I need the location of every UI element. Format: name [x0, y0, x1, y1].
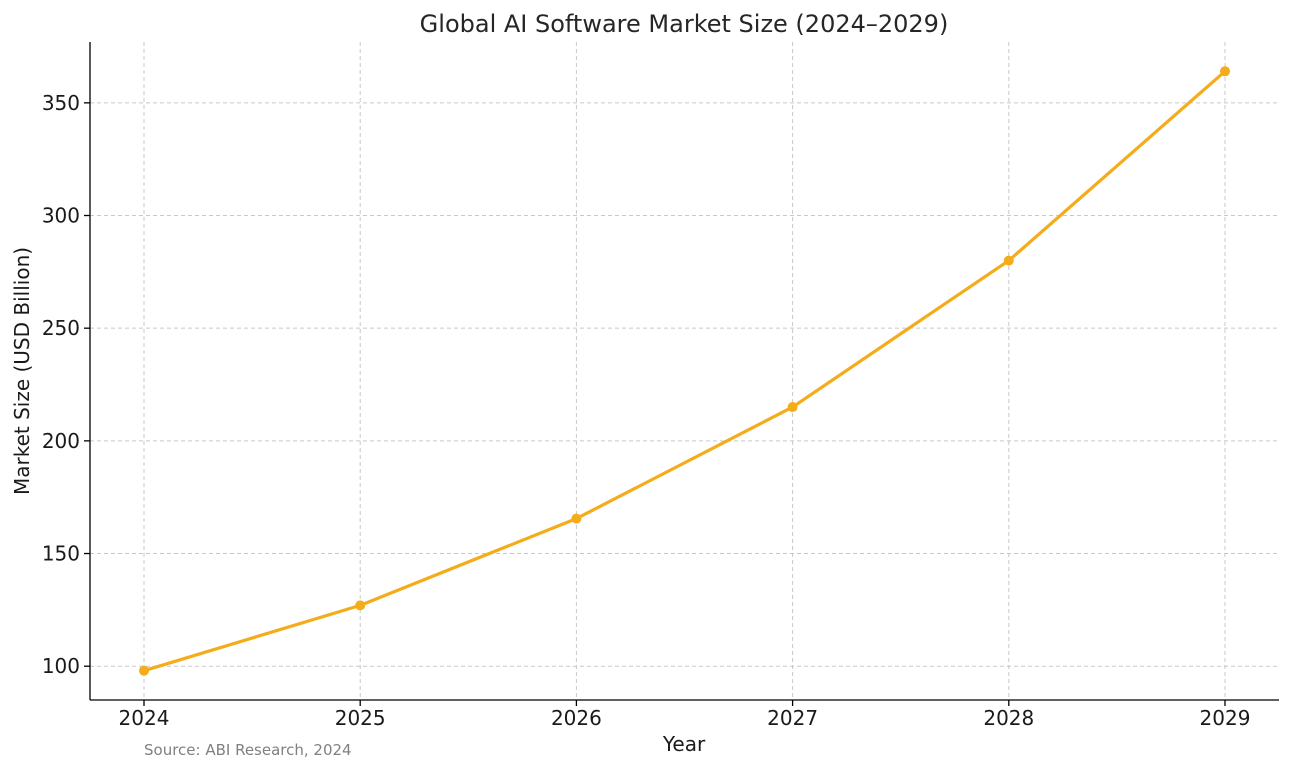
y-tick-label: 100	[42, 654, 80, 678]
source-note: Source: ABI Research, 2024	[144, 741, 352, 759]
data-point	[571, 513, 582, 524]
data-point	[139, 665, 149, 676]
series-line	[142, 69, 1227, 673]
y-tick-label: 150	[42, 542, 80, 566]
data-point	[1003, 255, 1014, 266]
data-point	[787, 402, 798, 413]
x-tick-label: 2029	[1200, 706, 1251, 730]
series-layer	[139, 66, 1230, 676]
x-tick-label: 2026	[551, 706, 602, 730]
x-tick-label: 2024	[119, 706, 170, 730]
data-point	[355, 600, 366, 611]
data-point	[1220, 66, 1230, 77]
y-axis-title: Market Size (USD Billion)	[10, 247, 34, 495]
chart-title: Global AI Software Market Size (2024–202…	[420, 10, 949, 38]
ticks-layer: 2024 2025 2026 2027 2028 2029 100 150 200 250 300 3…	[42, 91, 1251, 730]
x-tick-label: 2027	[767, 706, 818, 730]
y-tick-label: 300	[42, 204, 80, 228]
x-tick-label: 2028	[983, 706, 1034, 730]
y-tick-label: 200	[42, 429, 80, 453]
x-axis-title: Year	[662, 732, 706, 756]
grid-layer	[90, 42, 1279, 700]
y-tick-label: 250	[42, 316, 80, 340]
y-tick-label: 350	[42, 91, 80, 115]
x-tick-label: 2025	[335, 706, 386, 730]
